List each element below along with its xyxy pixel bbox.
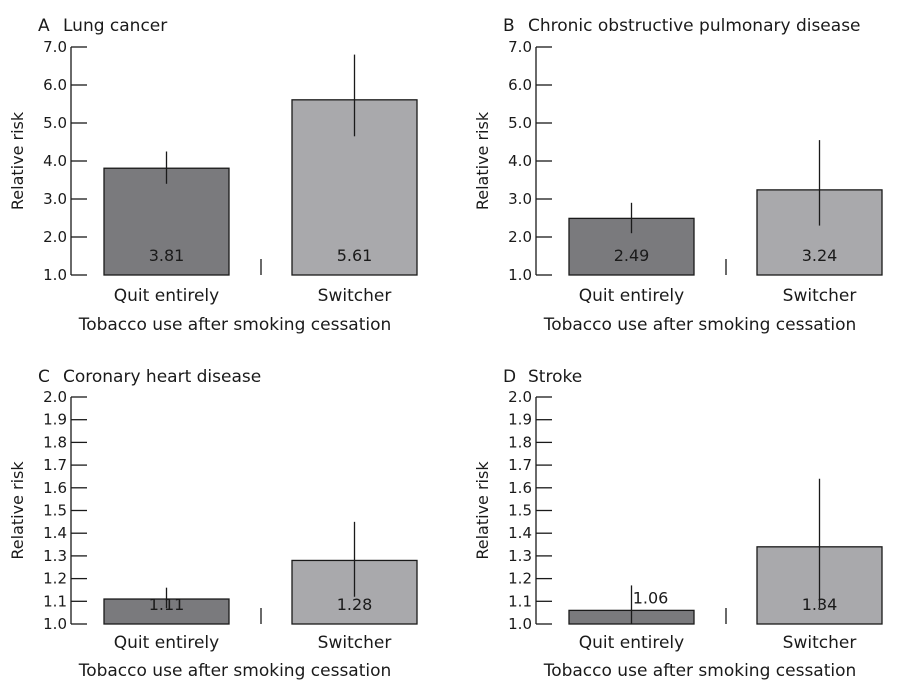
y-tick-label: 2.0 — [508, 228, 532, 246]
panel-c: C Coronary heart disease 1.0 1.1 1.2 1.3 1.4 1.… — [8, 367, 418, 681]
x-category-label: Quit entirely — [579, 286, 684, 306]
panel-d: D Stroke 1.0 1.1 1.2 1.3 1.4 1.5 1.6 1.7 1.8 1.9 2.0… — [473, 367, 883, 681]
data-label: 1.06 — [633, 588, 669, 607]
x-category-label: Quit entirely — [114, 633, 219, 653]
y-tick-label: 1.6 — [43, 479, 67, 497]
y-tick-label: 6.0 — [508, 76, 532, 94]
y-tick-label: 7.0 — [508, 38, 532, 56]
y-tick-label: 2.0 — [43, 388, 67, 406]
y-tick-label: 1.5 — [508, 502, 532, 520]
y-tick-label: 1.3 — [508, 547, 532, 565]
x-category-label: Switcher — [318, 633, 392, 653]
y-tick-label: 1.4 — [508, 524, 532, 542]
y-tick-label: 1.0 — [43, 615, 67, 633]
panel-letter: C — [38, 367, 50, 387]
y-tick-label: 1.7 — [43, 456, 67, 474]
x-axis-title: Tobacco use after smoking cessation — [543, 315, 857, 335]
y-tick-label: 7.0 — [43, 38, 67, 56]
y-tick-label: 3.0 — [508, 190, 532, 208]
y-tick-label: 1.1 — [43, 592, 67, 610]
y-tick-label: 4.0 — [508, 152, 532, 170]
y-tick-label: 1.5 — [43, 502, 67, 520]
panel-a: A Lung cancer 1.0 2.0 3.0 4.0 5.0 6.0 7.0 Relativ… — [8, 16, 418, 335]
y-axis-title: Relative risk — [8, 111, 27, 210]
data-label: 1.11 — [149, 595, 185, 614]
x-axis-title: Tobacco use after smoking cessation — [78, 315, 392, 335]
bar-quit-entirely — [103, 167, 230, 276]
data-label: 5.61 — [337, 246, 373, 265]
y-tick-label: 1.2 — [43, 570, 67, 588]
data-label: 1.34 — [802, 595, 838, 614]
y-axis-title: Relative risk — [473, 461, 492, 560]
y-tick-label: 3.0 — [43, 190, 67, 208]
x-axis-title: Tobacco use after smoking cessation — [543, 661, 857, 681]
x-category-label: Switcher — [783, 286, 857, 306]
data-label: 3.81 — [149, 246, 185, 265]
y-tick-label: 5.0 — [508, 114, 532, 132]
panel-title: Stroke — [528, 367, 582, 387]
x-category-label: Quit entirely — [579, 633, 684, 653]
y-tick-label: 1.1 — [508, 592, 532, 610]
y-tick-label: 1.8 — [508, 433, 532, 451]
y-tick-label: 6.0 — [43, 76, 67, 94]
y-tick-label: 1.2 — [508, 570, 532, 588]
y-tick-label: 1.3 — [43, 547, 67, 565]
y-axis-title: Relative risk — [8, 461, 27, 560]
y-tick-label: 1.0 — [508, 266, 532, 284]
y-tick-label: 1.4 — [43, 524, 67, 542]
y-tick-label: 4.0 — [43, 152, 67, 170]
panel-letter: B — [503, 16, 515, 36]
y-tick-label: 1.0 — [43, 266, 67, 284]
y-tick-label: 1.9 — [508, 411, 532, 429]
y-tick-label: 1.8 — [43, 433, 67, 451]
y-tick-label: 5.0 — [43, 114, 67, 132]
panel-title: Lung cancer — [63, 16, 167, 36]
x-category-label: Switcher — [783, 633, 857, 653]
y-axis-title: Relative risk — [473, 111, 492, 210]
y-tick-label: 1.9 — [43, 411, 67, 429]
x-category-label: Switcher — [318, 286, 392, 306]
panel-title: Chronic obstructive pulmonary disease — [528, 16, 861, 36]
panel-letter: D — [503, 367, 516, 387]
panel-b: B Chronic obstructive pulmonary disease 1.… — [473, 16, 883, 335]
y-tick-label: 1.7 — [508, 456, 532, 474]
data-label: 1.28 — [337, 595, 373, 614]
data-label: 3.24 — [802, 246, 838, 265]
panel-title: Coronary heart disease — [63, 367, 261, 387]
y-tick-label: 1.6 — [508, 479, 532, 497]
x-axis-title: Tobacco use after smoking cessation — [78, 661, 392, 681]
bar-switcher — [756, 189, 883, 276]
y-tick-label: 2.0 — [43, 228, 67, 246]
x-category-label: Quit entirely — [114, 286, 219, 306]
y-tick-label: 1.0 — [508, 615, 532, 633]
y-tick-label: 2.0 — [508, 388, 532, 406]
panel-letter: A — [38, 16, 50, 36]
data-label: 2.49 — [614, 246, 650, 265]
